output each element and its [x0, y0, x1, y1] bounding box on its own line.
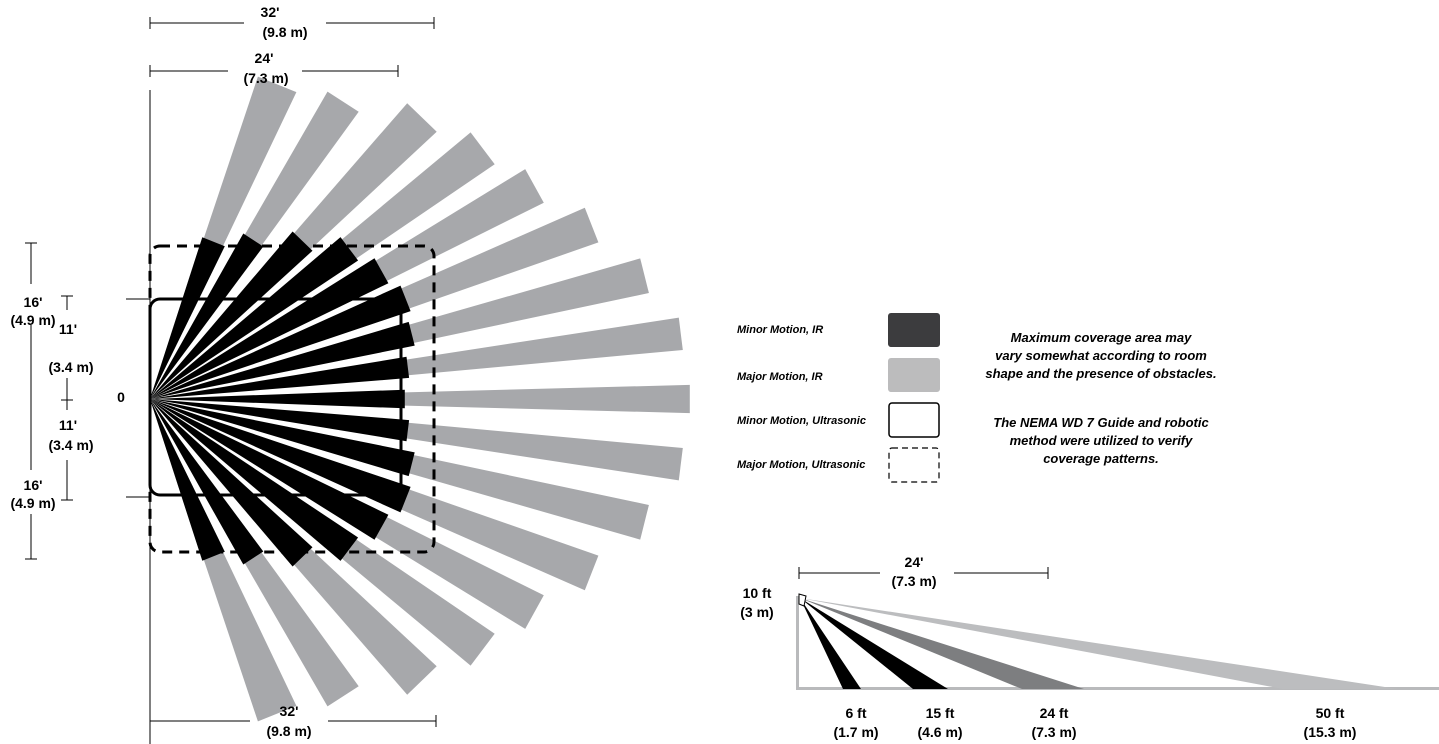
legend-swatch-major-ir — [888, 358, 940, 392]
note-line: coverage patterns. — [1043, 451, 1159, 466]
minor-ir-ray — [150, 399, 313, 567]
legend-label-major-ultrasonic: Major Motion, Ultrasonic — [737, 459, 865, 471]
sensor-icon — [798, 593, 807, 607]
dim-top-inner-ft: 24' — [255, 50, 274, 66]
major-ultrasonic-boundary — [148, 244, 436, 554]
side-beam-24ft — [800, 598, 1084, 689]
minor-ir-ray — [150, 399, 264, 565]
minor-ir-ray — [150, 399, 389, 540]
side-height-ft: 10 ft — [743, 585, 772, 601]
side-range-ft: 24' — [905, 554, 924, 570]
dim-left-inner-upper-m: (3.4 m) — [48, 359, 93, 375]
side-tick-ft: 24 ft — [1040, 705, 1069, 721]
legend-swatch-major-ultrasonic — [888, 447, 940, 483]
side-tick-ft: 50 ft — [1316, 705, 1345, 721]
minor-ir-ray — [150, 399, 359, 561]
minor-ir-ray — [150, 399, 411, 513]
dim-bottom-outer-m: (9.8 m) — [266, 723, 311, 739]
dim-top-outer-ft: 32' — [261, 4, 280, 20]
dim-left-outer-upper-m: (4.9 m) — [10, 312, 55, 328]
side-beam-6ft — [800, 598, 861, 689]
side-beam-15ft — [800, 598, 948, 689]
minor-ir-ray — [150, 389, 405, 409]
side-tick-ft: 15 ft — [926, 705, 955, 721]
side-view: 24' (7.3 m) 10 ft (3 m) 6 ft (1.7 m) 15 … — [740, 554, 1439, 740]
major-ir-ray — [150, 384, 690, 414]
side-height-m: (3 m) — [740, 604, 773, 620]
side-tick-m: (7.3 m) — [1031, 724, 1076, 740]
legend-label-minor-ultrasonic: Minor Motion, Ultrasonic — [737, 415, 866, 427]
minor-ir-ray — [150, 399, 225, 561]
legend-swatch-minor-ultrasonic — [888, 402, 940, 438]
side-range-m: (7.3 m) — [891, 573, 936, 589]
side-tick-m: (1.7 m) — [833, 724, 878, 740]
side-wall — [796, 596, 799, 690]
minor-ir-ray — [150, 231, 313, 399]
dim-left-inner: 11' (3.4 m) 11' (3.4 m) — [48, 295, 94, 501]
dim-left-outer-lower-m: (4.9 m) — [10, 495, 55, 511]
dim-side-range: 24' (7.3 m) — [798, 554, 1049, 589]
minor-ir-ray — [150, 399, 410, 442]
side-tick-m: (4.6 m) — [917, 724, 962, 740]
legend: Minor Motion, IR Major Motion, IR Minor … — [737, 313, 940, 483]
dim-left-inner-lower-m: (3.4 m) — [48, 437, 93, 453]
dim-bottom-outer: 32' (9.8 m) — [149, 703, 437, 739]
dim-left-outer: 16' (4.9 m) 16' (4.9 m) — [10, 242, 56, 560]
dim-left-inner-upper-ft: 11' — [59, 321, 77, 337]
side-beam-50ft — [800, 598, 1398, 689]
minor-ir-ray — [150, 399, 415, 477]
dim-left-outer-lower-ft: 16' — [24, 477, 43, 493]
legend-swatch-minor-ir — [888, 313, 940, 347]
dim-top-outer-m: (9.8 m) — [262, 24, 307, 40]
minor-ir-ray — [150, 233, 264, 399]
minor-ir-ray — [150, 285, 411, 399]
note-line: shape and the presence of obstacles. — [985, 366, 1216, 381]
legend-label-major-ir: Major Motion, IR — [737, 371, 823, 383]
note-line: method were utilized to verify — [1010, 433, 1194, 448]
minor-ir-ray — [150, 237, 225, 399]
side-floor — [796, 687, 1439, 690]
minor-ir-ray — [150, 237, 359, 399]
dim-top-outer: 32' (9.8 m) — [149, 4, 435, 40]
dim-left-outer-upper-ft: 16' — [24, 294, 43, 310]
dim-top-inner: 24' (7.3 m) — [149, 50, 399, 86]
ray-group — [150, 76, 690, 722]
dim-top-inner-m: (7.3 m) — [243, 70, 288, 86]
coverage-notes: Maximum coverage area may vary somewhat … — [985, 330, 1216, 466]
origin-label: 0 — [117, 389, 125, 405]
minor-ir-ray — [150, 356, 410, 399]
top-view-plan: 32' (9.8 m) 24' (7.3 m) 32' (9.8 m) — [10, 4, 690, 744]
note-line: The NEMA WD 7 Guide and robotic — [993, 415, 1209, 430]
minor-ir-ray — [150, 258, 389, 399]
legend-label-minor-ir: Minor Motion, IR — [737, 324, 823, 336]
side-tick-m: (15.3 m) — [1304, 724, 1357, 740]
dim-left-inner-lower-ft: 11' — [59, 417, 77, 433]
note-line: vary somewhat according to room — [995, 348, 1207, 363]
minor-ir-ray — [150, 321, 415, 399]
dim-bottom-outer-ft: 32' — [280, 703, 299, 719]
side-tick-ft: 6 ft — [846, 705, 867, 721]
note-line: Maximum coverage area may — [1011, 330, 1192, 345]
